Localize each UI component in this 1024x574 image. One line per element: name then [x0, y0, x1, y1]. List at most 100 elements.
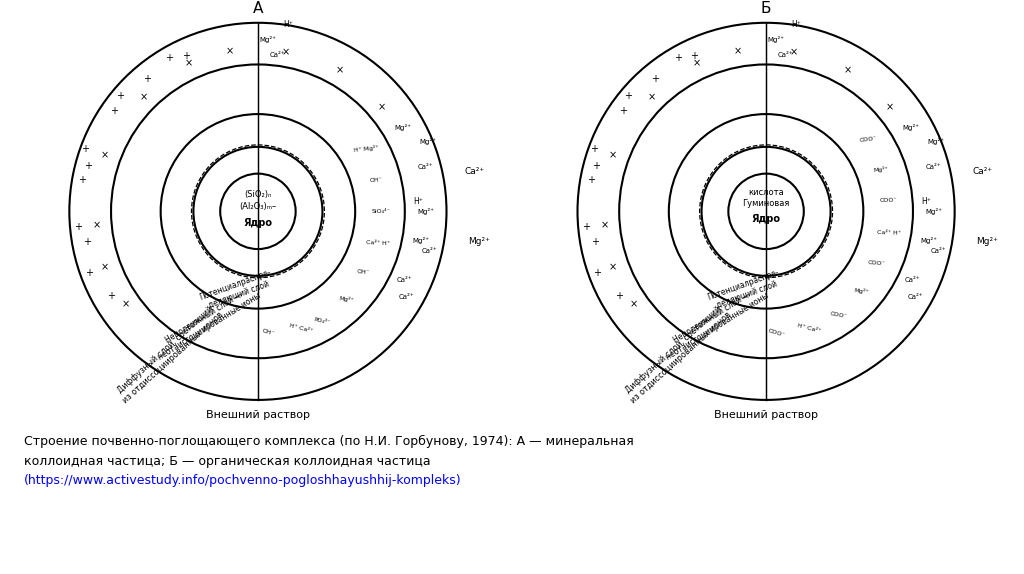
Text: Неподвижный слой —
неотаиссоциированные ионы: Неподвижный слой — неотаиссоциированные …	[658, 282, 770, 362]
Text: H⁺ Mg²⁺: H⁺ Mg²⁺	[353, 145, 379, 153]
Text: ×: ×	[601, 220, 609, 230]
Text: Ca²⁺: Ca²⁺	[422, 248, 437, 254]
Text: +: +	[84, 161, 92, 171]
Text: Ca²⁺: Ca²⁺	[399, 294, 415, 300]
Text: +: +	[181, 51, 189, 61]
Text: Mg²⁺: Mg²⁺	[768, 36, 784, 43]
Circle shape	[701, 147, 830, 276]
Text: Ca²⁺: Ca²⁺	[778, 52, 794, 57]
Circle shape	[111, 64, 404, 358]
Text: +: +	[587, 176, 595, 185]
Text: Ca²⁺: Ca²⁺	[418, 164, 433, 170]
Text: +: +	[582, 222, 590, 232]
Text: Mg²⁺: Mg²⁺	[338, 295, 354, 304]
Text: (Al₂O₃)ₘ–: (Al₂O₃)ₘ–	[240, 202, 276, 211]
Text: А: А	[253, 1, 263, 16]
Text: +: +	[74, 222, 82, 232]
Text: ×: ×	[122, 299, 130, 309]
Text: ×: ×	[282, 47, 290, 57]
Text: +: +	[592, 161, 600, 171]
Text: (SiO₂)ₙ: (SiO₂)ₙ	[245, 190, 271, 199]
Text: Потенциалраспре-
деляющий слой: Потенциалраспре- деляющий слой	[198, 267, 275, 312]
Text: OH⁻: OH⁻	[261, 329, 275, 338]
Text: ×: ×	[100, 262, 109, 272]
Text: COO⁻: COO⁻	[829, 311, 848, 320]
Text: ×: ×	[139, 92, 147, 102]
Text: ×: ×	[378, 102, 386, 113]
Text: (https://www.activestudy.info/pochvenno-pogloshhayushhij-kompleks): (https://www.activestudy.info/pochvenno-…	[24, 474, 462, 487]
Text: Ca²⁺: Ca²⁺	[930, 248, 946, 254]
Text: +: +	[82, 144, 89, 154]
Circle shape	[194, 147, 323, 276]
Text: Mg²⁺: Mg²⁺	[468, 236, 490, 246]
Text: Mg²⁺: Mg²⁺	[928, 138, 944, 145]
Text: Неподвижный слой —
неотаиссоциированные ионы: Неподвижный слой — неотаиссоциированные …	[151, 282, 262, 362]
Text: ×: ×	[101, 151, 110, 161]
Text: кислота: кислота	[749, 188, 784, 197]
Text: H⁺ Ca²⁺: H⁺ Ca²⁺	[797, 323, 821, 333]
Text: ×: ×	[647, 92, 655, 102]
Text: +: +	[591, 236, 599, 247]
Text: +: +	[166, 53, 173, 63]
Text: +: +	[116, 91, 124, 101]
Text: H⁺: H⁺	[413, 197, 423, 206]
Text: Ca²⁺: Ca²⁺	[464, 167, 484, 176]
Text: +: +	[625, 91, 633, 101]
Text: Ca²⁺: Ca²⁺	[904, 277, 921, 282]
Text: Ca²⁺: Ca²⁺	[973, 167, 992, 176]
Text: Внешний раствор: Внешний раствор	[714, 410, 818, 420]
Text: Mg²⁺: Mg²⁺	[903, 124, 920, 131]
Text: Строение почвенно-поглощающего комплекса (по Н.И. Горбунову, 1974): А — минераль: Строение почвенно-поглощающего комплекса…	[24, 435, 634, 448]
Text: Ca²⁺: Ca²⁺	[270, 52, 286, 57]
Text: Ca²⁺: Ca²⁺	[907, 294, 923, 300]
Text: COO⁻: COO⁻	[768, 328, 785, 338]
Text: Потенциалраспре-
деляющий слой: Потенциалраспре- деляющий слой	[707, 267, 784, 312]
Text: Mg²⁺: Mg²⁺	[926, 208, 942, 215]
Circle shape	[161, 114, 355, 309]
Text: +: +	[674, 53, 682, 63]
Text: OH⁻: OH⁻	[370, 177, 382, 183]
Text: +: +	[593, 268, 601, 278]
Text: ×: ×	[844, 65, 852, 75]
Text: H⁺: H⁺	[921, 197, 931, 206]
Text: +: +	[83, 236, 90, 247]
Text: ×: ×	[225, 46, 233, 56]
Text: ×: ×	[734, 46, 742, 56]
Text: Диффузный слой, состоящий
из отдиссоциированных ионов: Диффузный слой, состоящий из отдиссоциир…	[114, 302, 224, 405]
Text: ×: ×	[335, 65, 343, 75]
Text: PO₄³⁻: PO₄³⁻	[312, 317, 330, 325]
Circle shape	[620, 64, 913, 358]
Text: H⁺: H⁺	[283, 20, 293, 29]
Text: ×: ×	[791, 47, 798, 57]
Text: +: +	[143, 74, 151, 84]
Text: +: +	[690, 51, 697, 61]
Text: коллоидная частица; Б — органическая коллоидная частица: коллоидная частица; Б — органическая кол…	[24, 455, 430, 467]
Text: ×: ×	[886, 102, 894, 113]
Text: +: +	[618, 106, 627, 116]
Text: ×: ×	[93, 220, 101, 230]
Circle shape	[70, 23, 446, 400]
Circle shape	[220, 174, 296, 249]
Text: OH⁻: OH⁻	[357, 269, 371, 276]
Text: +: +	[615, 291, 623, 301]
Text: Гуминовая: Гуминовая	[742, 199, 790, 208]
Text: ×: ×	[630, 299, 638, 309]
Text: Mg²⁺: Mg²⁺	[419, 138, 436, 145]
Text: Диффузный слой, состоящий
из отдиссоциированных ионов: Диффузный слой, состоящий из отдиссоциир…	[622, 302, 733, 405]
Text: Mg²⁺: Mg²⁺	[921, 236, 938, 243]
Text: +: +	[106, 291, 115, 301]
Text: +: +	[651, 74, 659, 84]
Text: Ca²⁺ H⁺: Ca²⁺ H⁺	[877, 230, 901, 236]
Text: ×: ×	[693, 58, 701, 68]
Text: Внешний раствор: Внешний раствор	[206, 410, 310, 420]
Text: COO⁻: COO⁻	[880, 198, 897, 203]
Text: COO⁻: COO⁻	[859, 137, 878, 144]
Text: Ядро: Ядро	[752, 214, 780, 224]
Text: COO⁻: COO⁻	[867, 259, 886, 266]
Text: +: +	[79, 176, 86, 185]
Text: Ca²⁺: Ca²⁺	[396, 277, 412, 282]
Circle shape	[578, 23, 954, 400]
Text: Ядро: Ядро	[244, 218, 272, 228]
Text: Mg²⁺: Mg²⁺	[259, 36, 276, 43]
Text: Б: Б	[761, 1, 771, 16]
